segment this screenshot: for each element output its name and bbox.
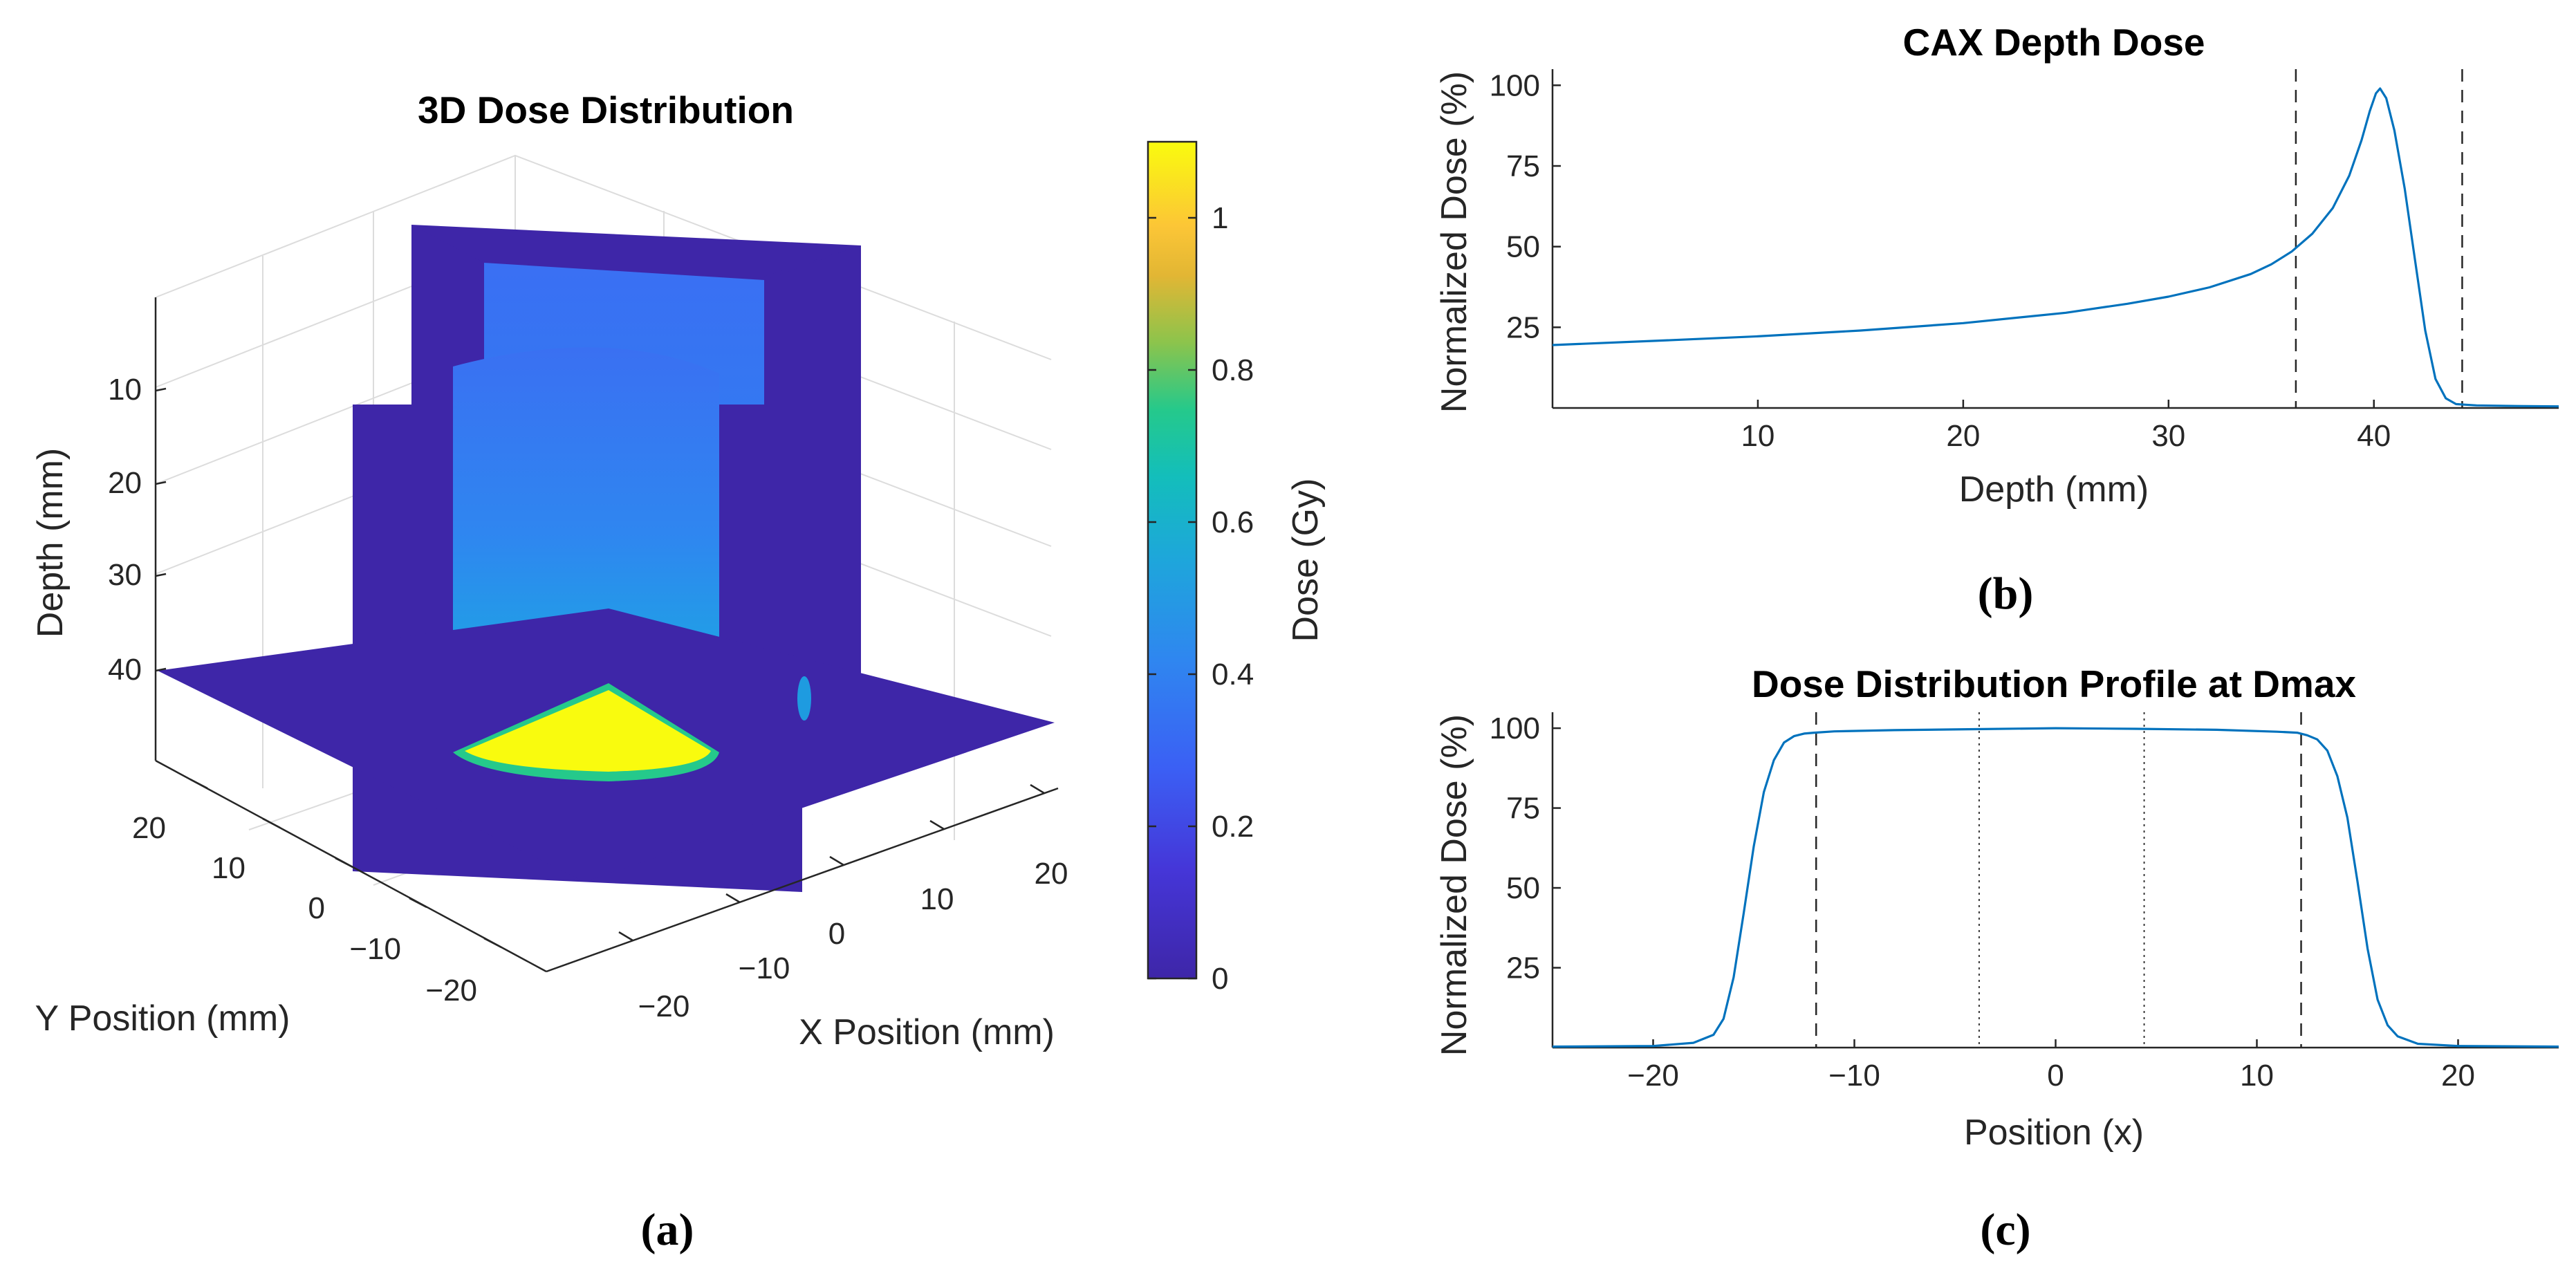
colorbar-ticks: 0 0.2 0.4 0.6 0.8 1: [1148, 201, 1254, 996]
panel-b-ytick-label: 50: [1506, 230, 1540, 264]
panel-a-ztick: 40: [108, 653, 142, 687]
panel-a-ylabel: Y Position (mm): [35, 998, 290, 1039]
panel-b-xtick-label: 10: [1741, 419, 1775, 453]
panel-b-ytick-label: 25: [1506, 310, 1540, 344]
panel-c-ytick-label: 75: [1506, 792, 1540, 826]
panel-a-ztick: 30: [108, 558, 142, 592]
panel-a-y-ticks: 20 10 0 −10 −20: [132, 778, 502, 1007]
colorbar-tick-label: 0.8: [1212, 353, 1254, 387]
colorbar-label: Dose (Gy): [1286, 479, 1326, 642]
panel-c-ylabel: Normalized Dose (%): [1434, 714, 1474, 1056]
panel-c-xtick-label: 0: [2047, 1059, 2064, 1093]
colorbar-tick-label: 0.6: [1212, 505, 1254, 539]
panel-b-xlabel: Depth (mm): [1959, 470, 2149, 510]
panel-b-ytick-label: 100: [1490, 68, 1540, 102]
panel-a-high-dose-core: [465, 690, 711, 772]
panel-a-plane-edge: [797, 676, 811, 721]
panel-b-depth-dose: CAX Depth Dose Normalized Dose (%) Depth…: [1434, 21, 2559, 619]
panel-a-z-ticks: 10 20 30 40: [108, 373, 167, 687]
panel-a-xtick: −10: [739, 951, 790, 985]
panel-a-ytick: 20: [132, 811, 166, 845]
panel-a-xtick: −20: [638, 990, 690, 1023]
colorbar-tick-label: 0: [1212, 962, 1228, 996]
panel-b-title: CAX Depth Dose: [1903, 21, 2205, 64]
panel-c-caption: (c): [1980, 1205, 2030, 1255]
panel-a-colorbar: 0 0.2 0.4 0.6 0.8 1 Dose (Gy): [1147, 140, 1326, 996]
panel-a-x-axis: [546, 787, 1059, 973]
panel-c-xtick-label: −10: [1828, 1059, 1880, 1093]
colorbar-tick-label: 1: [1212, 201, 1228, 235]
panel-c-title: Dose Distribution Profile at Dmax: [1752, 662, 2356, 705]
panel-a-title: 3D Dose Distribution: [418, 89, 794, 131]
panel-b-xtick-label: 20: [1946, 419, 1980, 453]
panel-c-ytick-label: 25: [1506, 951, 1540, 985]
panel-a-ytick: −10: [349, 932, 401, 966]
panel-c-ytick-label: 100: [1490, 712, 1540, 745]
panel-a-xlabel: X Position (mm): [799, 1012, 1055, 1052]
panel-a-zlabel: Depth (mm): [30, 448, 71, 638]
panel-c-xlabel: Position (x): [1964, 1113, 2144, 1153]
panel-a-caption: (a): [641, 1205, 694, 1255]
panel-c-xtick-label: −20: [1627, 1059, 1679, 1093]
panel-a-ztick: 20: [108, 466, 142, 500]
panel-b-ytick-label: 75: [1506, 149, 1540, 183]
panel-c-xtick-label: 10: [2240, 1059, 2274, 1093]
colorbar-tick-label: 0.2: [1212, 810, 1254, 844]
panel-c-profile: Dose Distribution Profile at Dmax Normal…: [1434, 662, 2559, 1255]
panel-a-ytick: 0: [308, 891, 325, 925]
panel-a-ytick: −20: [425, 974, 477, 1007]
panel-a-xtick: 0: [828, 917, 845, 951]
colorbar-gradient: [1147, 140, 1198, 980]
panel-a-ztick: 10: [108, 373, 142, 407]
panel-c-series-line: [1552, 727, 2559, 1048]
panel-c-ytick-label: 50: [1506, 871, 1540, 905]
panel-b-ylabel: Normalized Dose (%): [1434, 71, 1474, 413]
panel-a-ytick: 10: [212, 851, 245, 885]
panel-b-xtick-label: 30: [2151, 419, 2185, 453]
panel-a-xtick: 20: [1035, 857, 1068, 891]
panel-a-xtick: 10: [920, 882, 954, 916]
panel-a-x-ticks: −20 −10 0 10 20: [618, 783, 1068, 1023]
panel-b-series-line: [1552, 87, 2559, 408]
panel-b-caption: (b): [1978, 568, 2034, 619]
panel-c-xtick-label: 20: [2441, 1059, 2475, 1093]
colorbar-tick-label: 0.4: [1212, 658, 1254, 691]
panel-a-3d-dose: 3D Dose Distribution: [30, 89, 1326, 1255]
panel-b-xtick-label: 40: [2357, 419, 2391, 453]
